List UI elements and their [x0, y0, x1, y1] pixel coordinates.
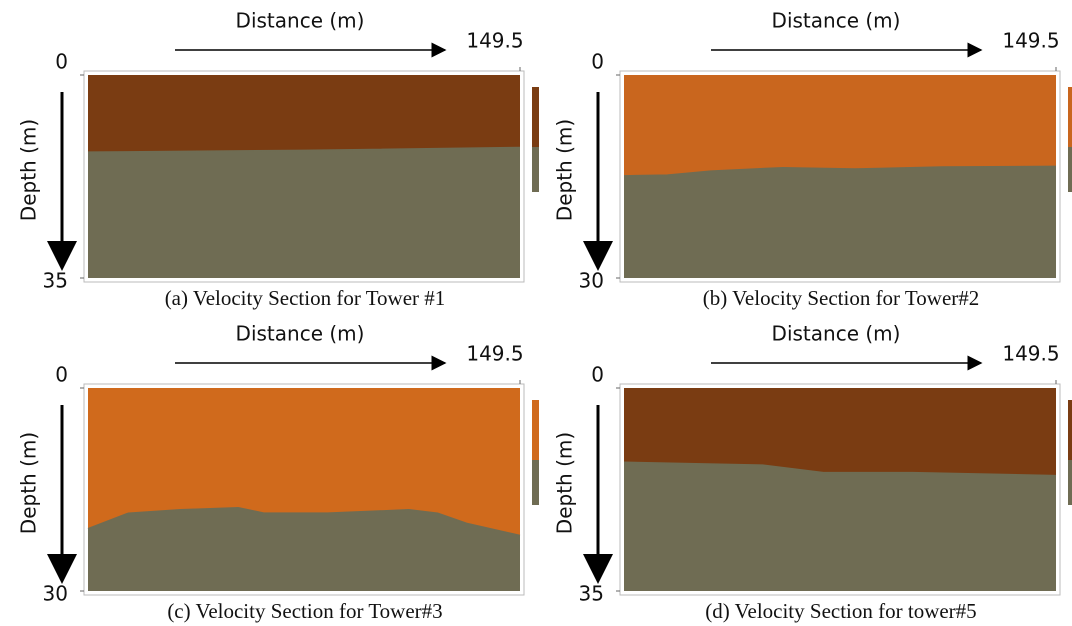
x-tick-label: 149.5: [1002, 342, 1059, 366]
y-tick-label: 0: [591, 50, 604, 74]
layer-boundary: [87, 507, 521, 537]
x-axis-label: Distance (m): [772, 322, 901, 346]
y-tick-label: 35: [579, 582, 604, 606]
x-axis-label: Distance (m): [236, 9, 365, 33]
y-tick-label: 0: [55, 363, 68, 387]
colorbar-top: [532, 87, 539, 147]
layer-boundary: [623, 461, 1057, 477]
lower-layer: [88, 147, 520, 278]
colorbar-top: [1068, 87, 1072, 147]
caption: (c) Velocity Section for Tower#3: [167, 599, 442, 623]
y-tick-label: 30: [43, 582, 68, 606]
colorbar-bottom: [1068, 147, 1072, 192]
panel: Distance (m) Depth (m) 149.5 0 35 (a) Velocit…: [17, 9, 539, 310]
colorbar-top: [532, 400, 539, 460]
x-tick-label: 149.5: [466, 342, 523, 366]
y-tick-label: 0: [591, 363, 604, 387]
caption: (b) Velocity Section for Tower#2: [703, 286, 980, 310]
y-axis-label: Depth (m): [553, 432, 577, 534]
y-tick-label: 0: [55, 50, 68, 74]
y-axis-label: Depth (m): [17, 432, 41, 534]
colorbar-bottom: [1068, 460, 1072, 505]
panel: Distance (m) Depth (m) 149.5 0 30 (b) Velocit…: [553, 9, 1072, 310]
x-tick-label: 149.5: [466, 29, 523, 53]
x-axis-label: Distance (m): [772, 9, 901, 33]
colorbar-top: [1068, 400, 1072, 460]
y-tick-label: 35: [43, 269, 68, 293]
lower-layer: [624, 462, 1056, 591]
x-axis-label: Distance (m): [236, 322, 365, 346]
caption: (a) Velocity Section for Tower #1: [165, 286, 446, 310]
colorbar-bottom: [532, 460, 539, 505]
panel: Distance (m) Depth (m) 149.5 0 30 (c) Velocit…: [17, 322, 539, 623]
colorbar-bottom: [532, 147, 539, 192]
y-tick-label: 30: [579, 269, 604, 293]
lower-layer: [624, 166, 1056, 278]
panel: Distance (m) Depth (m) 149.5 0 35 (d) Velocit…: [553, 322, 1072, 623]
lower-layer: [88, 507, 520, 591]
caption: (d) Velocity Section for tower#5: [705, 599, 976, 623]
layer-boundary: [87, 146, 521, 153]
y-axis-label: Depth (m): [17, 119, 41, 221]
layer-boundary: [623, 165, 1057, 177]
y-axis-label: Depth (m): [553, 119, 577, 221]
x-tick-label: 149.5: [1002, 29, 1059, 53]
